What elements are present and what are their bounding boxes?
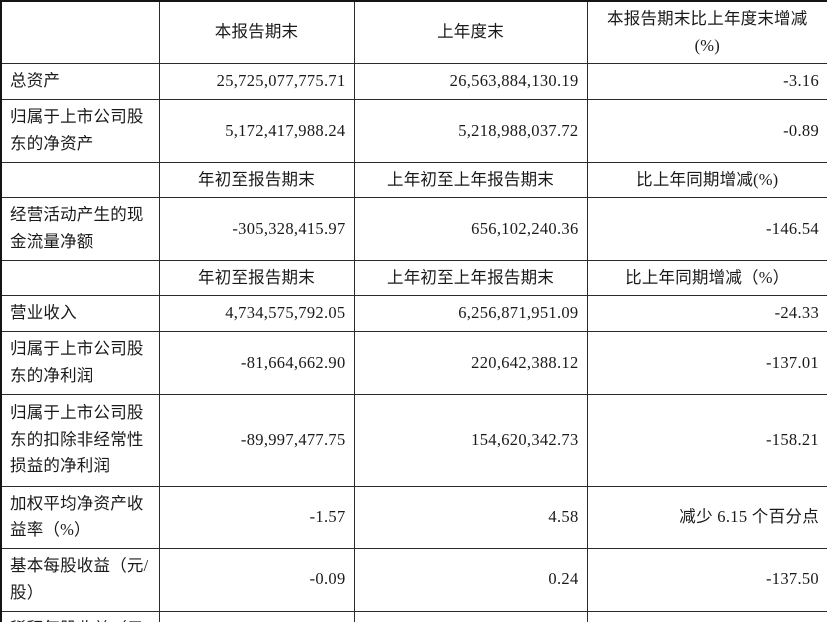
header-cell-blank (0, 161, 160, 199)
header-cell-yoy-change-percent: 比上年同期增减(%) (586, 161, 827, 199)
cell-total-assets-current: 25,725,077,775.71 (158, 63, 355, 101)
table-row: 营业收入 4,734,575,792.05 6,256,871,951.09 -… (0, 295, 827, 333)
cell-net-assets-previous: 5,218,988,037.72 (353, 99, 588, 163)
cell-weighted-roe-previous: 4.58 (353, 485, 588, 550)
table-header-row-income-statement: 年初至报告期末 上年初至上年报告期末 比上年同期增减（%） (0, 259, 827, 297)
table-row: 总资产 25,725,077,775.71 26,563,884,130.19 … (0, 63, 827, 101)
header-cell-current-period: 本报告期末 (158, 0, 355, 65)
table-row: 加权平均净资产收益率（%） -1.57 4.58 减少 6.15 个百分点 (0, 485, 827, 550)
header-cell-ytd-previous: 上年初至上年报告期末 (353, 161, 588, 199)
cell-operating-revenue-current: 4,734,575,792.05 (158, 295, 355, 333)
header-cell-previous-year-end: 上年度末 (353, 0, 588, 65)
row-label-operating-cash-flow: 经营活动产生的现金流量净额 (0, 197, 160, 261)
row-label-net-assets-attributable: 归属于上市公司股东的净资产 (0, 99, 160, 163)
header-cell-ytd-previous: 上年初至上年报告期末 (353, 259, 588, 297)
row-label-operating-revenue: 营业收入 (0, 295, 160, 333)
cell-operating-cash-flow-current: -305,328,415.97 (158, 197, 355, 261)
cell-net-profit-current: -81,664,662.90 (158, 331, 355, 395)
cell-total-assets-previous: 26,563,884,130.19 (353, 63, 588, 101)
table-row: 基本每股收益（元/股） -0.09 0.24 -137.50 (0, 548, 827, 612)
cell-basic-eps-current: -0.09 (158, 548, 355, 612)
row-label-weighted-roe: 加权平均净资产收益率（%） (0, 485, 160, 550)
table-row: 归属于上市公司股东的净资产 5,172,417,988.24 5,218,988… (0, 99, 827, 163)
row-label-net-profit-excl-nonrecurring: 归属于上市公司股东的扣除非经常性损益的净利润 (0, 393, 160, 487)
cell-net-profit-excl-current: -89,997,477.75 (158, 393, 355, 487)
cell-weighted-roe-change: 减少 6.15 个百分点 (586, 485, 827, 550)
cell-net-profit-change: -137.01 (586, 331, 827, 395)
header-cell-change-percent: 本报告期末比上年度末增减(%) (586, 0, 827, 65)
row-label-diluted-eps: 稀释每股收益（元/股） (0, 610, 160, 622)
cell-net-profit-excl-previous: 154,620,342.73 (353, 393, 588, 487)
cell-operating-revenue-previous: 6,256,871,951.09 (353, 295, 588, 333)
table-row: 归属于上市公司股东的净利润 -81,664,662.90 220,642,388… (0, 331, 827, 395)
table-row: 经营活动产生的现金流量净额 -305,328,415.97 656,102,24… (0, 197, 827, 261)
header-cell-blank (0, 0, 160, 65)
cell-diluted-eps-previous: 0.24 (353, 610, 588, 622)
cell-weighted-roe-current: -1.57 (158, 485, 355, 550)
cell-basic-eps-previous: 0.24 (353, 548, 588, 612)
cell-basic-eps-change: -137.50 (586, 548, 827, 612)
table-row: 稀释每股收益（元/股） -0.09 0.24 -137.50 (0, 610, 827, 622)
table-row: 归属于上市公司股东的扣除非经常性损益的净利润 -89,997,477.75 15… (0, 393, 827, 487)
cell-net-profit-excl-change: -158.21 (586, 393, 827, 487)
cell-net-assets-change: -0.89 (586, 99, 827, 163)
cell-operating-cash-flow-change: -146.54 (586, 197, 827, 261)
cell-diluted-eps-current: -0.09 (158, 610, 355, 622)
header-cell-yoy-change-percent: 比上年同期增减（%） (586, 259, 827, 297)
cell-operating-cash-flow-previous: 656,102,240.36 (353, 197, 588, 261)
row-label-total-assets: 总资产 (0, 63, 160, 101)
cell-operating-revenue-change: -24.33 (586, 295, 827, 333)
row-label-basic-eps: 基本每股收益（元/股） (0, 548, 160, 612)
cell-diluted-eps-change: -137.50 (586, 610, 827, 622)
table-header-row-balance-sheet: 本报告期末 上年度末 本报告期末比上年度末增减(%) (0, 0, 827, 65)
table-header-row-cash-flow: 年初至报告期末 上年初至上年报告期末 比上年同期增减(%) (0, 161, 827, 199)
header-cell-ytd-current: 年初至报告期末 (158, 259, 355, 297)
cell-net-assets-current: 5,172,417,988.24 (158, 99, 355, 163)
header-cell-ytd-current: 年初至报告期末 (158, 161, 355, 199)
row-label-net-profit-attributable: 归属于上市公司股东的净利润 (0, 331, 160, 395)
header-cell-blank (0, 259, 160, 297)
cell-net-profit-previous: 220,642,388.12 (353, 331, 588, 395)
cell-total-assets-change: -3.16 (586, 63, 827, 101)
